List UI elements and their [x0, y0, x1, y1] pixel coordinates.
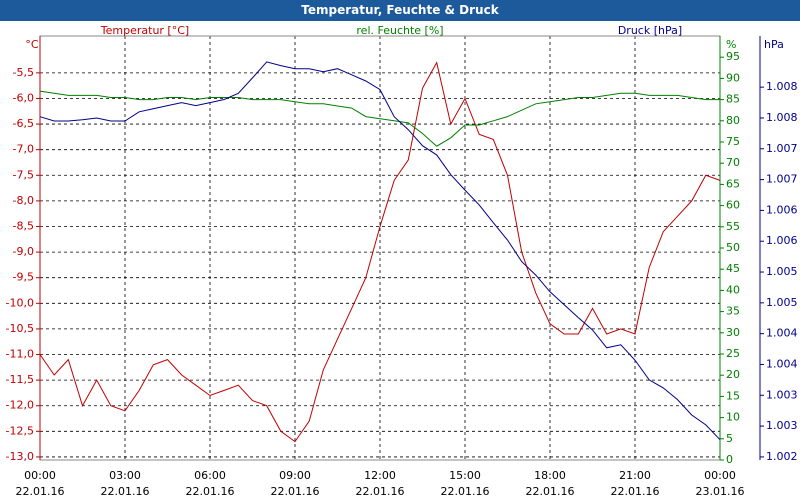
y2-tick-label: 50	[726, 241, 740, 254]
y2-tick-label: 90	[726, 71, 740, 84]
y3-tick-label: 1.005	[766, 296, 798, 309]
y2-tick-label: 30	[726, 326, 740, 339]
y2-tick-label: 35	[726, 305, 740, 318]
y3-tick-label: 1.003	[766, 388, 798, 401]
y-tick-label: -6,5	[13, 117, 34, 130]
y2-tick-label: 65	[726, 177, 740, 190]
y-tick-label: -11,0	[6, 348, 34, 361]
y2-tick-label: 40	[726, 283, 740, 296]
x-tick-date: 22.01.16	[185, 485, 235, 498]
y2-tick-label: 60	[726, 199, 740, 212]
y3-tick-label: 1.006	[766, 203, 798, 216]
y2-tick-label: 55	[726, 220, 740, 233]
y-tick-label: -10,0	[6, 296, 34, 309]
x-tick-label: 00:00	[704, 469, 736, 482]
y-tick-label: -12,0	[6, 399, 34, 412]
x-tick-label: 12:00	[364, 469, 396, 482]
y2-tick-label: 75	[726, 135, 740, 148]
y-tick-label: -12,5	[6, 424, 34, 437]
series-line	[39, 61, 721, 443]
y3-tick-label: 1.002	[766, 450, 798, 463]
y-tick-label: -9,0	[13, 245, 34, 258]
y2-tick-label: 70	[726, 156, 740, 169]
y-tick-label: -8,0	[13, 194, 34, 207]
y2-tick-label: 85	[726, 93, 740, 106]
x-tick-date: 22.01.16	[270, 485, 320, 498]
y-tick-label: -9,5	[13, 271, 34, 284]
y3-tick-label: 1.008	[766, 111, 798, 124]
y3-tick-label: 1.003	[766, 419, 798, 432]
x-tick-label: 03:00	[109, 469, 141, 482]
y2-tick-label: 45	[726, 262, 740, 275]
x-tick-label: 15:00	[449, 469, 481, 482]
axis-title: Temperatur [°C]	[100, 24, 189, 37]
chart-title: Temperatur, Feuchte & Druck	[0, 0, 800, 21]
x-tick-label: 18:00	[534, 469, 566, 482]
x-tick-label: 00:00	[24, 469, 56, 482]
x-tick-date: 22.01.16	[15, 485, 65, 498]
x-tick-date: 23.01.16	[695, 485, 745, 498]
y3-tick-label: 1.007	[766, 173, 798, 186]
y3-tick-label: 1.006	[766, 234, 798, 247]
series-line	[39, 61, 721, 441]
series-line	[39, 90, 720, 147]
axis-title: Druck [hPa]	[618, 24, 682, 37]
x-tick-date: 22.01.16	[525, 485, 575, 498]
x-tick-date: 22.01.16	[440, 485, 490, 498]
y2-tick-label: 15	[726, 389, 740, 402]
y3-tick-label: 1.004	[766, 327, 798, 340]
y3-tick-label: 1.008	[766, 80, 798, 93]
y3-tick-label: 1.007	[766, 142, 798, 155]
x-tick-label: 06:00	[194, 469, 226, 482]
y3-tick-label: 1.005	[766, 265, 798, 278]
y2-tick-label: 80	[726, 114, 740, 127]
y-tick-label: -5,5	[13, 66, 34, 79]
y-tick-label: -6,0	[13, 91, 34, 104]
axis-unit: °C	[25, 38, 39, 51]
y2-tick-label: 20	[726, 368, 740, 381]
x-tick-label: 21:00	[619, 469, 651, 482]
y2-tick-label: 10	[726, 411, 740, 424]
x-tick-label: 09:00	[279, 469, 311, 482]
y-tick-label: -7,0	[13, 143, 34, 156]
x-tick-date: 22.01.16	[610, 485, 660, 498]
axis-unit: %	[726, 38, 736, 51]
y-tick-label: -7,5	[13, 168, 34, 181]
y2-tick-label: 25	[726, 347, 740, 360]
y2-tick-label: 0	[726, 453, 733, 466]
axis-unit: hPa	[764, 38, 784, 51]
x-tick-date: 22.01.16	[355, 485, 405, 498]
y-tick-label: -8,5	[13, 219, 34, 232]
y-tick-label: -11,5	[6, 373, 34, 386]
y2-tick-label: 95	[726, 50, 740, 63]
x-tick-date: 22.01.16	[100, 485, 150, 498]
y-tick-label: -13,0	[6, 450, 34, 463]
y3-tick-label: 1.004	[766, 357, 798, 370]
axis-title: rel. Feuchte [%]	[356, 24, 443, 37]
y2-tick-label: 5	[726, 432, 733, 445]
y-tick-label: -10,5	[6, 322, 34, 335]
